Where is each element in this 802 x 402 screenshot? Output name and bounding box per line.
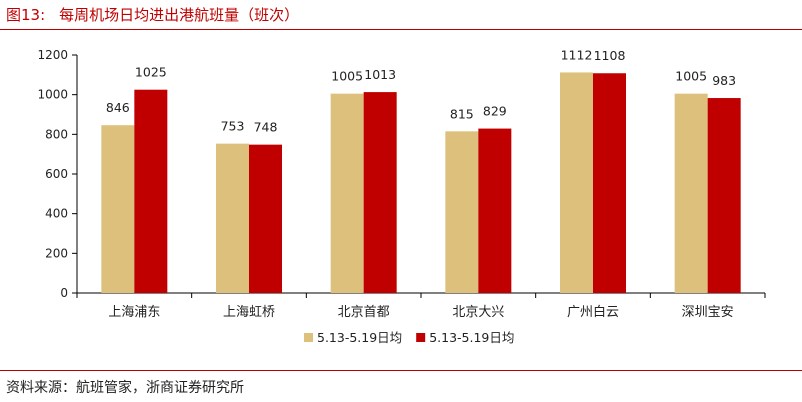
x-tick-label: 广州白云 xyxy=(567,304,619,320)
y-tick-label: 400 xyxy=(45,207,68,221)
bar-value-label: 1005 xyxy=(331,69,363,84)
bar-value-label: 1108 xyxy=(594,48,626,63)
source-note: 资料来源：航班管家，浙商证券研究所 xyxy=(6,380,244,396)
y-tick-label: 800 xyxy=(45,127,68,141)
legend-swatch xyxy=(304,333,313,342)
x-tick-label: 深圳宝安 xyxy=(682,305,734,320)
bar xyxy=(707,98,741,293)
bar-chart: 0 200 400 600 800 1000 1200 上海浦东 上海虹桥 北京首都 北京大兴 广州… xyxy=(37,47,766,345)
y-tick-label: 1000 xyxy=(37,88,68,102)
bar xyxy=(134,89,168,293)
bar xyxy=(560,72,593,293)
figure-number: 图13: xyxy=(6,6,46,24)
bar-value-label: 815 xyxy=(450,106,474,121)
bar-value-label: 829 xyxy=(483,104,507,119)
y-axis: 0 200 400 600 800 1000 1200 xyxy=(37,48,78,300)
bar-value-label: 983 xyxy=(712,73,736,88)
bar-value-label: 1025 xyxy=(135,65,167,80)
legend-label: 5.13-5.19日均 xyxy=(429,330,514,345)
x-tick-label: 北京首都 xyxy=(338,305,390,320)
bar-value-label: 748 xyxy=(254,120,278,135)
y-tick-label: 0 xyxy=(60,286,68,300)
bar-value-label: 1005 xyxy=(675,69,707,84)
bar xyxy=(478,128,512,293)
bar xyxy=(674,93,708,293)
bar xyxy=(216,143,249,293)
title-rule xyxy=(0,29,802,30)
bars xyxy=(101,72,741,294)
bar-value-label: 846 xyxy=(106,100,130,115)
legend-swatch xyxy=(416,333,426,342)
bar xyxy=(593,73,626,293)
bar xyxy=(445,131,479,293)
bar-value-label: 753 xyxy=(221,119,245,134)
legend-label: 5.13-5.19日均 xyxy=(317,330,402,345)
bar xyxy=(363,92,397,293)
bar-value-label: 1013 xyxy=(364,67,396,82)
source-rule xyxy=(0,370,802,371)
bar xyxy=(101,125,135,294)
bar xyxy=(249,144,282,293)
y-tick-label: 1200 xyxy=(37,48,68,62)
figure-caption: 每周机场日均进出港航班量（班次） xyxy=(59,6,300,24)
bar xyxy=(330,93,364,293)
y-tick-label: 200 xyxy=(45,246,68,260)
y-tick-label: 600 xyxy=(45,167,68,181)
legend: 5.13-5.19日均 5.13-5.19日均 xyxy=(304,330,514,345)
x-tick-label: 北京大兴 xyxy=(452,305,504,320)
bar-value-label: 1112 xyxy=(561,47,593,62)
x-tick-label: 上海浦东 xyxy=(108,305,160,320)
x-tick-label: 上海虹桥 xyxy=(223,305,275,320)
x-axis: 上海浦东 上海虹桥 北京首都 北京大兴 广州白云 深圳宝安 xyxy=(76,292,766,320)
figure-title: 图13: 每周机场日均进出港航班量（班次） xyxy=(6,3,299,27)
